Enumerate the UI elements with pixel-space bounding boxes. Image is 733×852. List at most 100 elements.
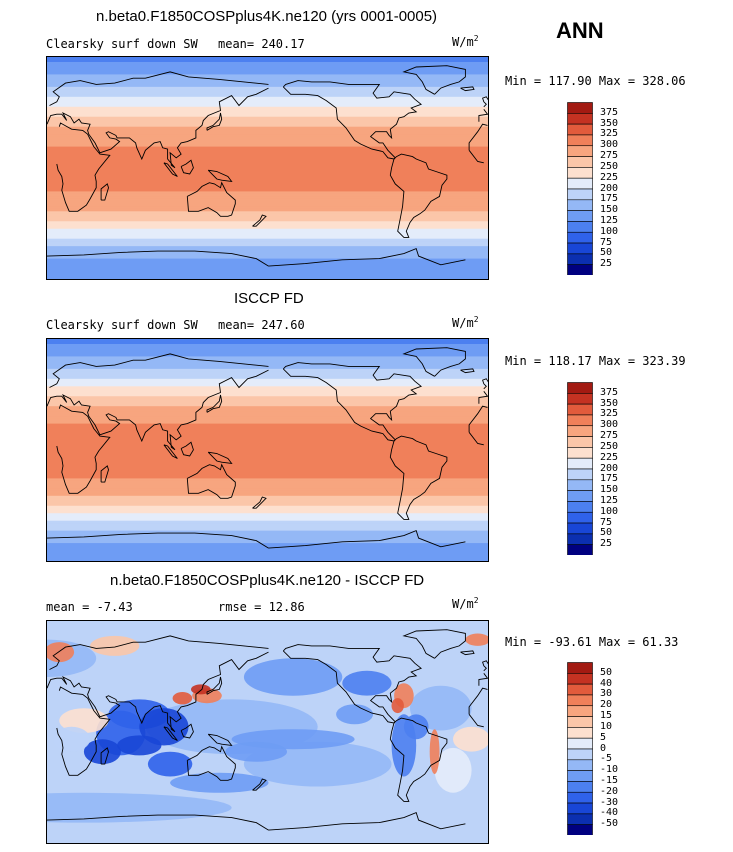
field-band <box>47 248 488 252</box>
difference-field <box>47 621 488 843</box>
colorbar-box <box>567 436 593 448</box>
coastline-antarctica <box>268 248 466 267</box>
field-band <box>47 371 488 375</box>
field-band <box>47 488 488 492</box>
field-band <box>47 383 488 387</box>
colorbar-box <box>567 134 593 147</box>
field-band <box>47 436 488 440</box>
colorbar-tick-label: 25 <box>600 538 613 550</box>
field-band <box>47 411 488 415</box>
field-band <box>47 256 488 260</box>
field-band <box>47 493 488 497</box>
coastline-newguinea <box>207 733 233 746</box>
coastline-africa <box>468 123 488 151</box>
field-band <box>47 203 488 207</box>
field-band <box>47 183 488 188</box>
panel3-rmse: rmse = 12.86 <box>218 600 305 614</box>
colorbar-tick-label: 75 <box>600 516 613 528</box>
coastline-japan <box>206 112 223 131</box>
field-bands <box>47 57 488 279</box>
field-band <box>47 408 488 412</box>
colorbar-tick-label: 100 <box>600 225 619 237</box>
colorbar-tick-label: -30 <box>600 796 619 808</box>
field-band <box>47 166 488 170</box>
colorbar-box <box>567 813 593 825</box>
field-band <box>47 339 488 343</box>
field-band <box>47 96 488 100</box>
colorbar-tick-label: 275 <box>600 150 619 162</box>
panel1-map <box>46 56 489 280</box>
colorbar-box <box>567 264 593 275</box>
coastline-eurasia <box>49 635 269 670</box>
colorbar-tick-label: 250 <box>600 160 619 172</box>
panel2-mean: mean= 247.60 <box>218 318 305 332</box>
field-band <box>47 401 488 405</box>
colorbar-box <box>567 824 593 835</box>
anomaly-patch <box>170 772 269 793</box>
field-band <box>47 233 488 237</box>
coastline-greenland <box>402 65 466 95</box>
field-band <box>47 114 488 118</box>
field-band <box>47 398 488 402</box>
field-band <box>47 428 488 432</box>
colorbar-box <box>567 705 593 717</box>
anomaly-patch <box>243 658 343 696</box>
field-band <box>47 106 488 110</box>
field-band <box>47 555 488 559</box>
colorbar-box <box>567 123 593 136</box>
panel2-variable: Clearsky surf down SW <box>46 318 198 332</box>
coastline-nz <box>252 214 267 227</box>
coastline-eurasia <box>49 353 269 388</box>
field-band <box>47 116 488 120</box>
field-band <box>47 136 488 140</box>
field-band <box>47 201 488 205</box>
field-band <box>47 485 488 489</box>
coastline-sumatra <box>163 162 178 177</box>
coastline-namerica <box>282 80 422 160</box>
colorbar-box <box>567 253 593 265</box>
field-band <box>47 104 488 108</box>
colorbar-tick-label: 275 <box>600 430 619 442</box>
field-band <box>47 548 488 552</box>
field-band <box>47 346 488 350</box>
field-band <box>47 470 488 474</box>
panel3-units: W/m2 <box>452 596 479 611</box>
field-band <box>47 273 488 277</box>
field-band <box>47 198 488 202</box>
colorbar-tick-label: 250 <box>600 440 619 452</box>
coastline-eurasia <box>49 71 269 106</box>
colorbar-tick-label: -50 <box>600 818 619 830</box>
coastline-greenland <box>402 629 466 659</box>
field-band <box>47 81 488 85</box>
colorbar-box <box>567 533 593 545</box>
field-band <box>47 495 488 499</box>
field-band <box>47 475 488 479</box>
coastline-antarctica <box>268 530 466 549</box>
colorbar-box <box>567 102 593 114</box>
colorbar-tick-label: 150 <box>600 484 619 496</box>
field-band <box>47 523 488 527</box>
field-band <box>47 388 488 392</box>
field-band <box>47 525 488 529</box>
coastline-newguinea <box>207 451 233 464</box>
field-band <box>47 74 488 78</box>
field-band <box>47 426 488 430</box>
anomaly-patch <box>117 735 162 756</box>
panel3-range: Min = -93.61 Max = 61.33 <box>505 635 679 649</box>
colorbar-tick-label: 100 <box>600 505 619 517</box>
panel3-title: n.beta0.F1850COSPplus4K.ne120 - ISCCP FD <box>110 572 425 589</box>
coastline-iceland <box>460 86 475 92</box>
colorbar-box <box>567 479 593 491</box>
panel1-units: W/m2 <box>452 34 479 49</box>
field-band <box>47 238 488 242</box>
colorbar-box <box>567 748 593 761</box>
coastline-sumatra <box>163 444 178 459</box>
field-band <box>47 159 488 163</box>
field-band <box>47 448 488 452</box>
coastline-samerica <box>389 153 448 238</box>
coastline-madagascar <box>100 183 109 201</box>
anomaly-patch <box>231 729 355 750</box>
field-band <box>47 483 488 487</box>
coastline-newguinea <box>207 169 233 182</box>
field-band <box>47 503 488 507</box>
